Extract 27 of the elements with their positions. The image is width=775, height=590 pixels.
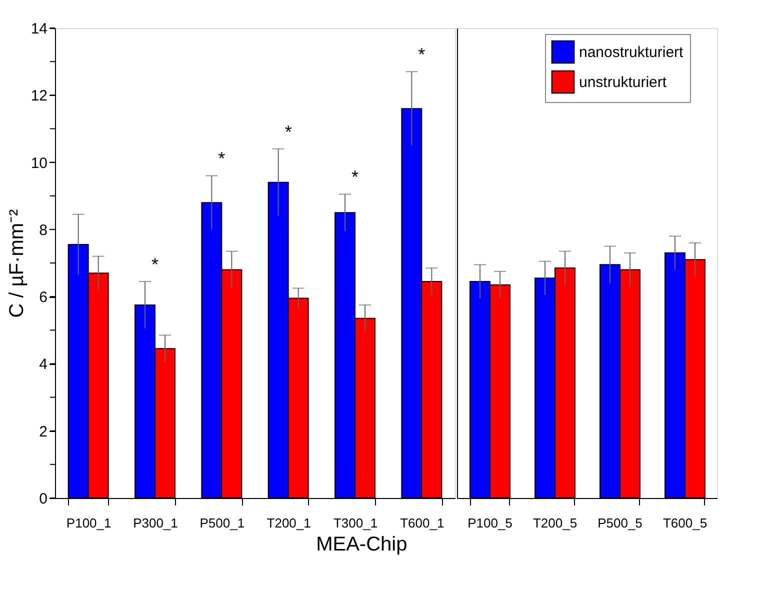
legend-label: nanostrukturiert <box>579 44 684 61</box>
y-tick-label: 14 <box>30 20 48 38</box>
annotation: * <box>218 148 226 169</box>
y-tick-label: 6 <box>39 289 48 306</box>
annotation: * <box>151 254 159 274</box>
x-axis-title: MEA-Chip <box>316 534 408 556</box>
x-tick-label: T200_1 <box>266 516 311 530</box>
x-tick-label: T600_5 <box>662 516 708 530</box>
x-tick-label: P500_1 <box>200 516 245 530</box>
y-axis-title: C / µF·mm⁻² <box>6 208 28 318</box>
legend-label: unstrukturiert <box>579 74 668 91</box>
annotation: * <box>351 167 359 188</box>
x-tick-label: P300_1 <box>133 516 178 530</box>
y-tick-label: 12 <box>30 88 48 105</box>
x-tick-label: P500_5 <box>598 516 642 530</box>
x-tick-label: T600_1 <box>400 516 444 530</box>
y-tick-label: 2 <box>39 423 48 440</box>
y-tick-label: 0 <box>39 490 48 508</box>
x-tick-label: T200_5 <box>532 516 578 530</box>
x-tick-label: P100_5 <box>468 516 512 530</box>
y-tick-label: 8 <box>39 222 48 239</box>
annotation: * <box>418 44 426 65</box>
y-tick-label: 4 <box>39 356 48 374</box>
y-tick-label: 10 <box>30 154 48 172</box>
x-tick-label: T300_1 <box>333 516 378 530</box>
annotation: * <box>284 122 292 142</box>
x-tick-label: P100_1 <box>66 516 112 530</box>
